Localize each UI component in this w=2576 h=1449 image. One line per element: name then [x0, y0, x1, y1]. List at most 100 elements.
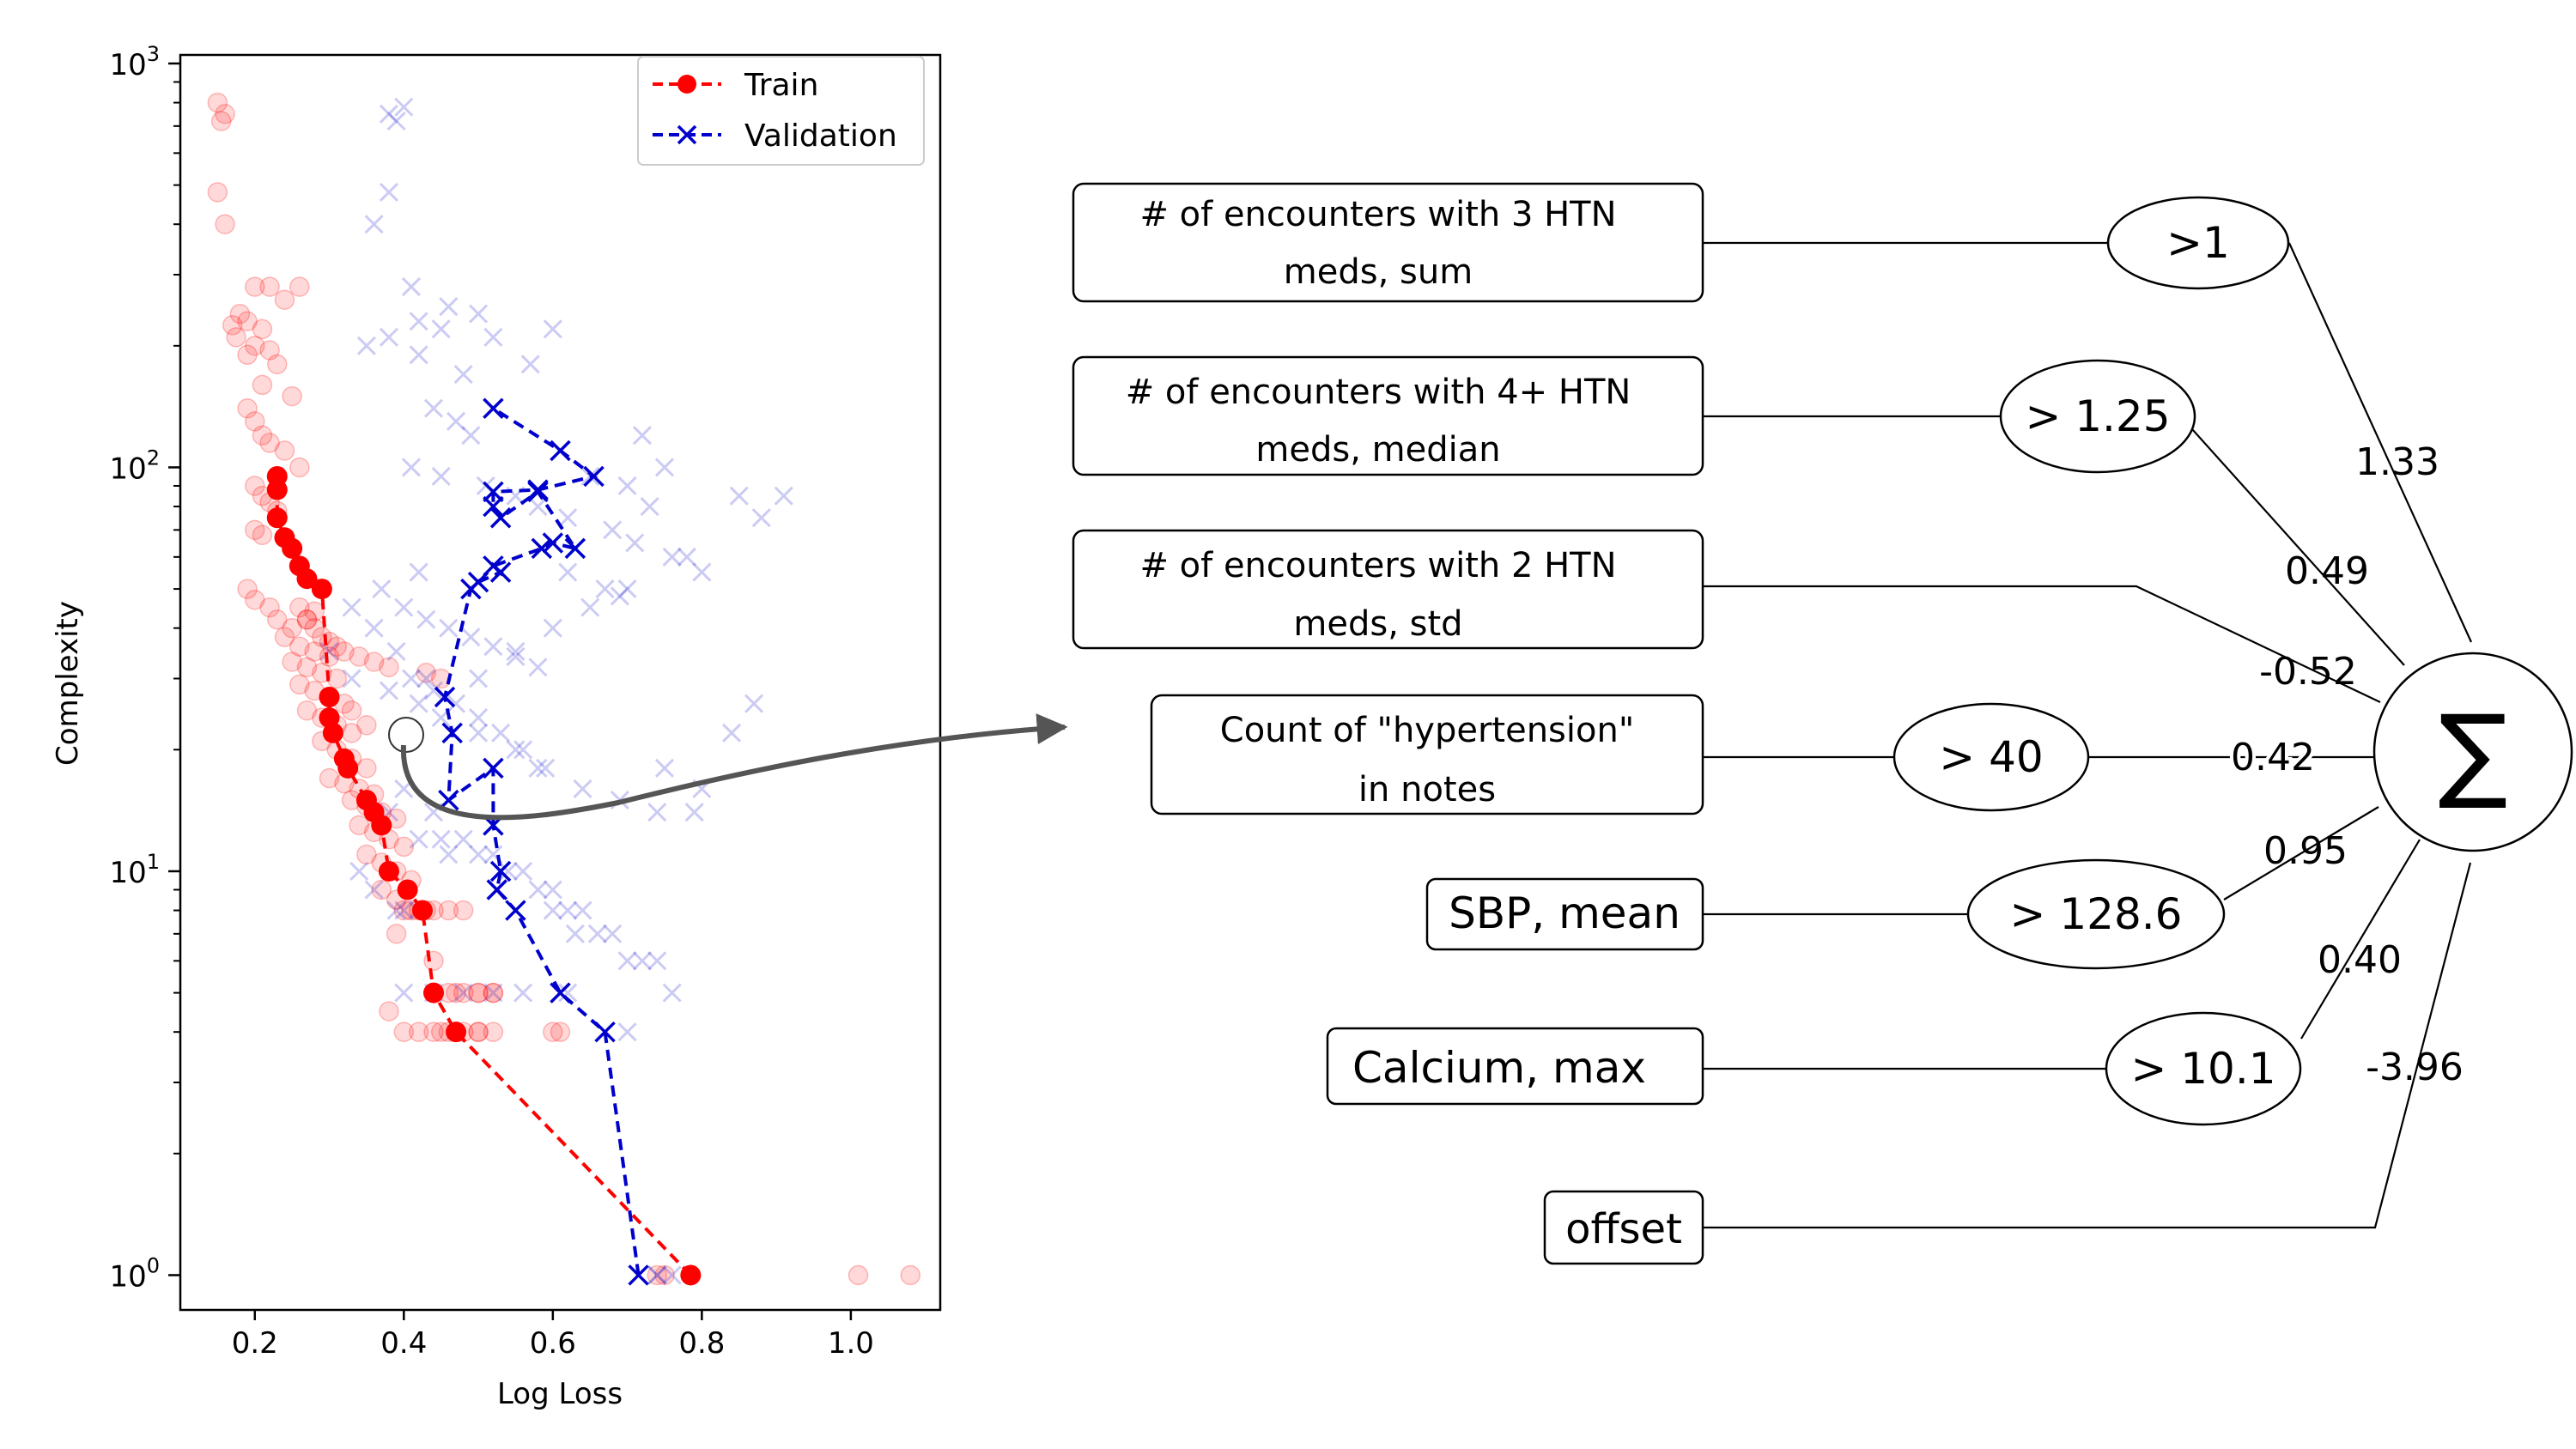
bg-validation-point — [729, 486, 749, 506]
feature-1-line-1: # of encounters with 3 HTN — [1139, 195, 1616, 234]
line-threshold-1 — [2287, 242, 2473, 643]
feature-2-line-1: # of encounters with 4+ HTN — [1126, 373, 1631, 412]
bg-train-point — [363, 652, 385, 672]
bg-train-point — [319, 646, 340, 667]
legend-marker-train — [677, 75, 696, 94]
validation-point — [505, 900, 526, 921]
bg-validation-point — [483, 327, 503, 347]
y-tick-label: 100 — [109, 1253, 160, 1294]
bg-validation-point — [364, 215, 384, 234]
bg-train-point — [245, 589, 265, 610]
bg-train-point — [215, 104, 235, 124]
x-tick-label: 0.8 — [678, 1326, 725, 1361]
validation-point — [483, 397, 504, 419]
weight-6: 0.40 — [2318, 938, 2402, 982]
bg-train-point — [349, 646, 369, 667]
bg-train-point — [483, 1022, 504, 1042]
bg-validation-point — [386, 900, 406, 920]
train-point — [319, 687, 340, 708]
bg-validation-point — [342, 669, 361, 688]
bg-validation-point — [364, 618, 384, 638]
weight-5: 0.95 — [2263, 829, 2348, 873]
validation-point — [441, 722, 463, 744]
bg-validation-point — [394, 983, 414, 1003]
train-line — [275, 476, 692, 1276]
feature-3-line-2: meds, std — [1293, 604, 1462, 644]
threshold-node-1: >1 — [2106, 196, 2290, 290]
bg-validation-point — [565, 924, 585, 943]
bg-validation-point — [356, 336, 376, 355]
validation-line — [442, 407, 641, 1276]
bg-validation-point — [483, 637, 503, 657]
weight-3: -0.52 — [2259, 650, 2357, 694]
bg-train-point — [229, 303, 251, 324]
x-tick-label: 0.6 — [530, 1326, 576, 1361]
bg-train-point — [252, 318, 273, 340]
validation-point — [542, 532, 564, 554]
bg-validation-point — [617, 1022, 637, 1042]
sum-node: ∑ — [2372, 652, 2573, 852]
bg-validation-point — [640, 496, 659, 517]
bg-validation-point — [394, 597, 414, 617]
bg-train-point — [289, 597, 310, 618]
bg-train-point — [468, 982, 489, 1003]
line-threshold-5 — [2223, 806, 2379, 900]
validation-point — [628, 1264, 649, 1286]
bg-train-point — [252, 425, 273, 446]
bg-validation-point — [439, 297, 459, 317]
bg-train-point — [326, 636, 347, 657]
bg-train-point — [274, 289, 295, 310]
bg-validation-point — [379, 681, 399, 700]
bg-train-point — [289, 276, 310, 297]
bg-train-point — [259, 597, 280, 618]
offset-label: offset — [1565, 1205, 1682, 1253]
y-axis-label: Complexity — [51, 601, 85, 766]
bg-train-point — [282, 385, 302, 407]
bg-validation-point — [603, 924, 623, 943]
validation-point — [550, 440, 571, 462]
bg-validation-point — [558, 562, 578, 582]
bg-train-point — [356, 844, 377, 865]
bg-validation-point — [423, 681, 444, 700]
bg-train-point — [245, 276, 265, 297]
feature-box-4: Count of "hypertension" in notes — [1150, 694, 1704, 815]
connection-lines — [1703, 241, 2473, 1229]
feature-box-3: # of encounters with 2 HTN meds, std — [1072, 529, 1704, 650]
bg-train-point — [654, 1264, 675, 1286]
bg-validation-point — [379, 327, 399, 347]
bg-validation-point — [409, 694, 428, 713]
bg-validation-point — [446, 411, 466, 431]
bg-validation-point — [677, 547, 697, 567]
y-tick-label: 101 — [109, 850, 160, 890]
validation-point — [489, 860, 512, 882]
weight-4: 0.42 — [2231, 736, 2315, 779]
bg-validation-point — [401, 669, 422, 688]
validation-point — [483, 555, 504, 577]
bg-train-point — [647, 1264, 668, 1286]
highlight-circle — [388, 717, 424, 753]
bg-train-point — [296, 609, 318, 630]
bg-validation-point — [468, 723, 489, 743]
train-point — [266, 507, 288, 529]
validation-point — [483, 757, 504, 779]
bg-validation-point — [543, 880, 562, 900]
threshold-node-4: > 40 — [1893, 702, 2090, 812]
bg-train-point — [393, 1022, 415, 1042]
bg-validation-point — [513, 740, 533, 760]
bg-validation-point — [692, 562, 712, 582]
train-point — [319, 707, 340, 729]
bg-validation-point — [409, 562, 428, 582]
bg-train-point — [296, 657, 318, 678]
feature-4-line-2: in notes — [1358, 770, 1496, 809]
x-tick-label: 0.2 — [232, 1326, 278, 1361]
threshold-5-label: > 128.6 — [2010, 889, 2183, 939]
bg-train-point — [252, 374, 273, 396]
bg-validation-point — [662, 547, 682, 567]
bg-train-point — [334, 641, 355, 662]
feature-box-6: Calcium, max — [1326, 1027, 1704, 1106]
bg-train-point — [282, 652, 302, 672]
plot-frame — [179, 53, 942, 1312]
threshold-1-label: >1 — [2166, 218, 2230, 268]
bg-validation-point — [543, 900, 562, 920]
